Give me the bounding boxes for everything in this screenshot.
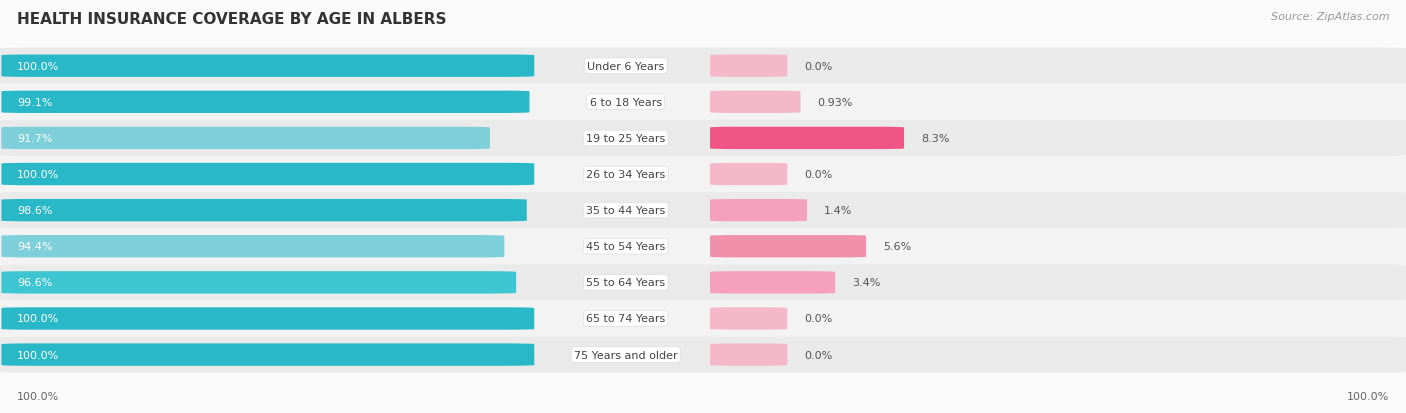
- FancyBboxPatch shape: [1, 235, 505, 258]
- Text: 100.0%: 100.0%: [17, 392, 59, 401]
- FancyBboxPatch shape: [710, 55, 787, 78]
- Text: 100.0%: 100.0%: [17, 314, 59, 324]
- FancyBboxPatch shape: [710, 344, 787, 366]
- Text: 1.4%: 1.4%: [824, 206, 852, 216]
- Text: 100.0%: 100.0%: [17, 170, 59, 180]
- FancyBboxPatch shape: [1, 271, 516, 294]
- Text: 94.4%: 94.4%: [17, 242, 52, 252]
- Text: 8.3%: 8.3%: [921, 133, 949, 144]
- Text: 75 Years and older: 75 Years and older: [574, 350, 678, 360]
- FancyBboxPatch shape: [710, 308, 787, 330]
- FancyBboxPatch shape: [1, 308, 534, 330]
- Text: 19 to 25 Years: 19 to 25 Years: [586, 133, 665, 144]
- FancyBboxPatch shape: [0, 265, 1406, 301]
- Text: 0.0%: 0.0%: [804, 62, 832, 71]
- Text: 98.6%: 98.6%: [17, 206, 52, 216]
- Text: 96.6%: 96.6%: [17, 278, 52, 288]
- Text: 65 to 74 Years: 65 to 74 Years: [586, 314, 665, 324]
- FancyBboxPatch shape: [710, 199, 807, 222]
- FancyBboxPatch shape: [1, 55, 534, 78]
- FancyBboxPatch shape: [0, 192, 1406, 229]
- FancyBboxPatch shape: [1, 91, 530, 114]
- Text: 100.0%: 100.0%: [17, 350, 59, 360]
- Text: 0.0%: 0.0%: [804, 314, 832, 324]
- FancyBboxPatch shape: [1, 127, 489, 150]
- FancyBboxPatch shape: [1, 164, 534, 186]
- FancyBboxPatch shape: [1, 344, 534, 366]
- Text: 99.1%: 99.1%: [17, 97, 52, 107]
- Text: 0.93%: 0.93%: [817, 97, 852, 107]
- FancyBboxPatch shape: [710, 127, 904, 150]
- FancyBboxPatch shape: [710, 235, 866, 258]
- FancyBboxPatch shape: [0, 85, 1406, 121]
- Text: Source: ZipAtlas.com: Source: ZipAtlas.com: [1271, 12, 1389, 22]
- Text: HEALTH INSURANCE COVERAGE BY AGE IN ALBERS: HEALTH INSURANCE COVERAGE BY AGE IN ALBE…: [17, 12, 446, 27]
- Text: 0.0%: 0.0%: [804, 170, 832, 180]
- FancyBboxPatch shape: [0, 121, 1406, 157]
- Text: 0.0%: 0.0%: [804, 350, 832, 360]
- Text: Under 6 Years: Under 6 Years: [588, 62, 664, 71]
- FancyBboxPatch shape: [0, 229, 1406, 265]
- FancyBboxPatch shape: [0, 301, 1406, 337]
- FancyBboxPatch shape: [0, 48, 1406, 85]
- Text: 26 to 34 Years: 26 to 34 Years: [586, 170, 665, 180]
- Text: 45 to 54 Years: 45 to 54 Years: [586, 242, 665, 252]
- Text: 100.0%: 100.0%: [17, 62, 59, 71]
- Text: 55 to 64 Years: 55 to 64 Years: [586, 278, 665, 288]
- FancyBboxPatch shape: [0, 157, 1406, 192]
- Text: 3.4%: 3.4%: [852, 278, 880, 288]
- FancyBboxPatch shape: [0, 337, 1406, 373]
- Text: 6 to 18 Years: 6 to 18 Years: [589, 97, 662, 107]
- FancyBboxPatch shape: [710, 91, 800, 114]
- Text: 100.0%: 100.0%: [1347, 392, 1389, 401]
- FancyBboxPatch shape: [1, 199, 527, 222]
- FancyBboxPatch shape: [710, 164, 787, 186]
- Text: 91.7%: 91.7%: [17, 133, 52, 144]
- FancyBboxPatch shape: [710, 271, 835, 294]
- Text: 35 to 44 Years: 35 to 44 Years: [586, 206, 665, 216]
- Text: 5.6%: 5.6%: [883, 242, 911, 252]
